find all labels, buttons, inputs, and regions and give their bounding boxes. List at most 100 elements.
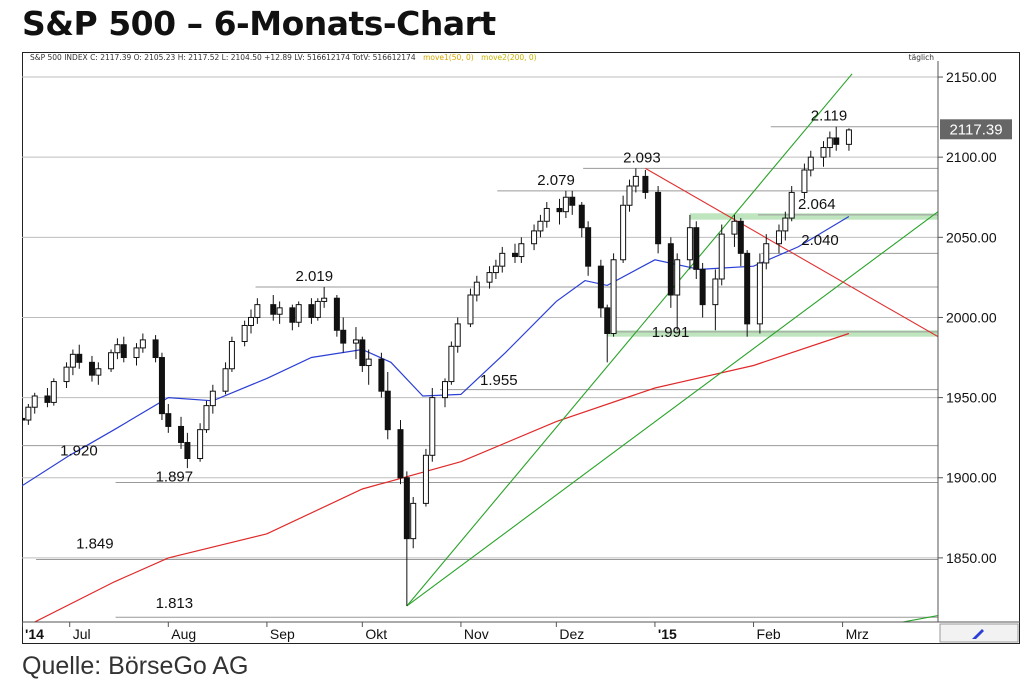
candle	[321, 287, 328, 308]
candle	[620, 195, 627, 263]
y-tick-label: 2150.00	[946, 69, 997, 85]
candle	[165, 404, 172, 433]
candle-body	[88, 361, 95, 376]
x-tick-label: Sep	[270, 626, 295, 642]
candle-body	[63, 366, 70, 383]
level-label: 2.040	[801, 232, 839, 249]
candle	[655, 186, 662, 254]
candle	[442, 378, 449, 408]
x-tick-label: Mrz	[846, 626, 869, 642]
candle	[543, 202, 550, 228]
ma200-line	[33, 332, 850, 622]
trendline-lower-up	[899, 615, 938, 622]
candle	[108, 349, 115, 372]
candle	[492, 259, 499, 279]
candle	[378, 352, 385, 398]
level-label: 2.093	[623, 149, 661, 166]
level-label: 1.991	[652, 324, 690, 341]
candle-body	[152, 339, 159, 359]
level-label: 1.897	[156, 468, 194, 485]
candle-body	[499, 252, 506, 267]
candle-body	[518, 243, 525, 258]
candle	[826, 131, 833, 158]
candle-body	[95, 368, 102, 376]
candle-body	[718, 233, 725, 280]
candle-body	[222, 368, 229, 392]
candle	[699, 262, 706, 318]
pencil-icon	[972, 629, 984, 639]
candle	[184, 432, 191, 469]
x-tick-label: Dez	[559, 626, 584, 642]
candle	[120, 336, 127, 363]
candle	[25, 404, 32, 425]
candle-body	[276, 307, 283, 315]
candle-body	[531, 230, 538, 245]
candle-body	[44, 395, 51, 403]
candle-body	[511, 252, 518, 258]
support-zone	[607, 330, 938, 337]
candle-body	[270, 304, 277, 315]
candle	[562, 190, 569, 219]
candles	[22, 126, 852, 606]
y-tick-label: 2100.00	[946, 149, 997, 165]
candle	[693, 221, 700, 279]
candle-body	[585, 227, 592, 267]
candle	[556, 198, 563, 225]
candle	[114, 338, 121, 360]
candle	[76, 344, 83, 369]
trendline-down	[645, 167, 938, 338]
candle	[270, 295, 277, 321]
candle	[203, 400, 210, 433]
candle-body	[321, 297, 328, 302]
candle-body	[632, 175, 639, 187]
candle-body	[314, 300, 321, 318]
candle	[801, 163, 808, 199]
candle	[744, 250, 751, 337]
x-tick-label: Feb	[757, 626, 781, 642]
candle	[511, 243, 518, 263]
candle	[833, 126, 840, 151]
candle	[731, 214, 738, 247]
candle-body	[782, 217, 789, 232]
candle-body	[597, 265, 604, 309]
candle-body	[228, 341, 235, 370]
candle-body	[543, 207, 550, 222]
candle	[88, 355, 95, 382]
candle-body	[578, 204, 585, 229]
candle	[788, 186, 795, 222]
candle-body	[699, 268, 706, 306]
x-tick-label: Jul	[73, 626, 91, 642]
candle	[422, 448, 429, 507]
candle-body	[365, 358, 372, 367]
candle-body	[775, 230, 782, 245]
candle	[158, 352, 165, 421]
candle	[674, 253, 681, 331]
candle-body	[604, 307, 611, 334]
x-axis: '14 Jul Aug Sep Okt Nov Dez '15 Feb Mrz	[22, 622, 869, 642]
y-tick-label: 2050.00	[946, 229, 997, 245]
candle	[845, 128, 852, 151]
candle	[254, 298, 261, 324]
candle	[352, 327, 359, 360]
trendlines	[406, 73, 938, 622]
candle	[454, 317, 461, 353]
level-label: 1.920	[60, 443, 98, 460]
candle-body	[50, 381, 57, 403]
price-chart: S&P 500 INDEX C: 2117.39 O: 2105.23 H: 2…	[22, 53, 1020, 643]
candle-body	[22, 417, 25, 421]
candle-body	[569, 196, 576, 206]
candle-body	[429, 397, 436, 456]
candle	[820, 141, 827, 167]
candle-body	[114, 344, 121, 354]
candle-body	[158, 357, 165, 415]
interval-label: täglich	[909, 53, 935, 62]
price-tag-box	[940, 119, 1012, 140]
candle-body	[537, 220, 544, 232]
candle	[610, 253, 617, 337]
source-note: Quelle: BörseGo AG	[22, 652, 249, 680]
candle-body	[76, 353, 83, 363]
candle-body	[763, 243, 770, 264]
x-tick-label: Aug	[171, 626, 196, 642]
candle	[69, 349, 76, 376]
candle	[642, 169, 649, 199]
